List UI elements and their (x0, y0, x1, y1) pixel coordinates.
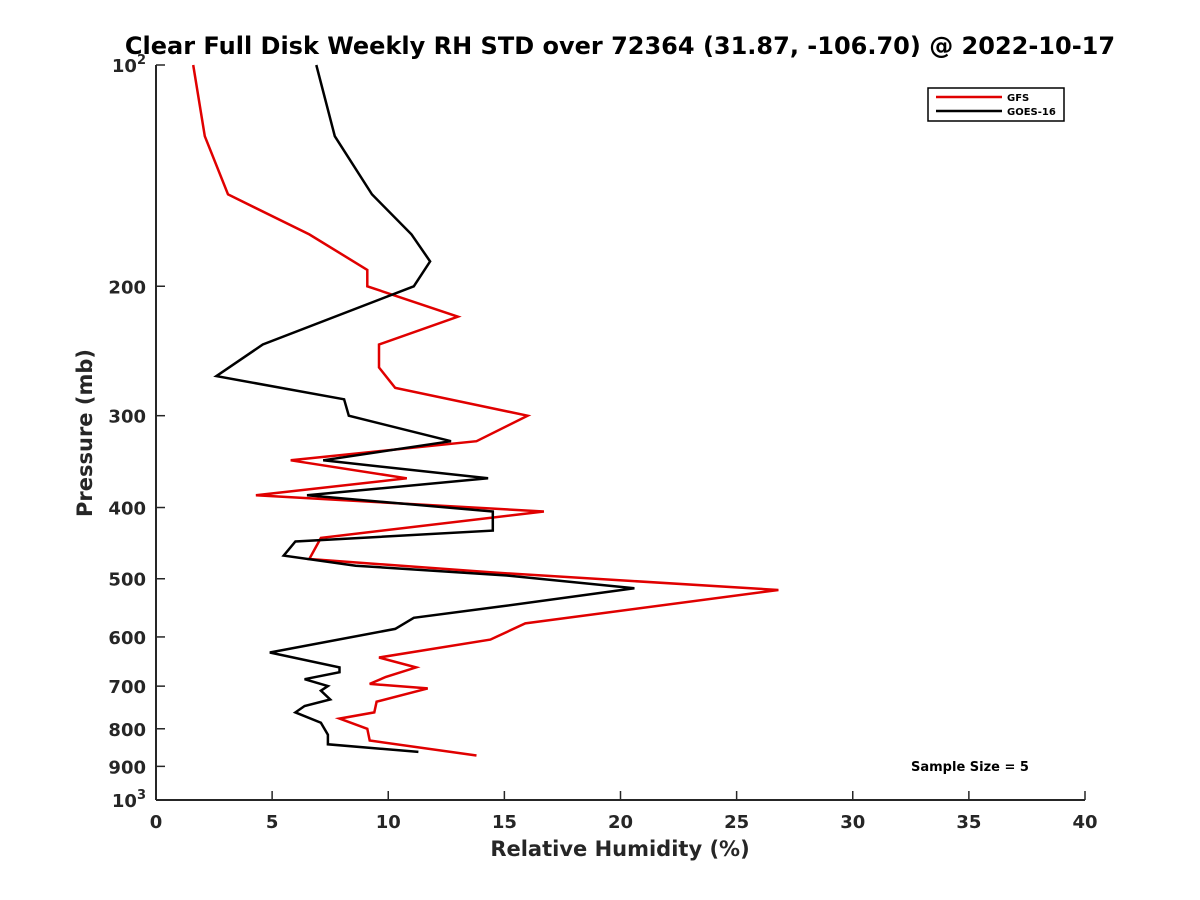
y-edge-tick-exponent: 3 (137, 788, 146, 803)
y-edge-tick-label: 103 (112, 788, 146, 812)
series-line-goes16 (213, 64, 635, 754)
x-tick-label: 35 (956, 812, 981, 833)
x-tick-label: 0 (150, 812, 163, 833)
legend-label-gfs: GFS (1007, 93, 1029, 104)
y-edge-tick-label: 102 (112, 53, 146, 77)
y-edge-tick-base: 10 (112, 791, 137, 812)
legend-label-goes16: GOES-16 (1007, 107, 1056, 118)
y-tick-label: 400 (108, 499, 146, 520)
y-tick-label: 800 (108, 720, 146, 741)
x-tick-label: 25 (724, 812, 749, 833)
y-axis-label: Pressure (mb) (73, 349, 97, 517)
x-tick-label: 30 (840, 812, 865, 833)
x-tick-label: 10 (376, 812, 401, 833)
x-axis-label: Relative Humidity (%) (490, 837, 749, 861)
y-tick-label: 600 (108, 628, 146, 649)
y-tick-label: 500 (108, 570, 146, 591)
y-tick-label: 200 (108, 277, 146, 298)
x-tick-label: 15 (492, 812, 517, 833)
sample-size-annotation: Sample Size = 5 (911, 760, 1029, 775)
y-edge-tick-exponent: 2 (137, 53, 146, 68)
legend-box (927, 87, 1065, 122)
series-lines (191, 64, 779, 757)
x-tick-label: 5 (266, 812, 279, 833)
y-tick-label: 900 (108, 757, 146, 778)
legend: GFS GOES-16 (927, 87, 1065, 122)
plot-area: 0 5 10 15 20 25 30 35 40 200 300 400 500 600 700 800 90… (108, 53, 1097, 833)
y-tick-label: 300 (108, 407, 146, 428)
x-tick-label: 20 (608, 812, 633, 833)
x-tick-label: 40 (1072, 812, 1097, 833)
x-axis-ticks: 0 5 10 15 20 25 30 35 40 (150, 791, 1098, 833)
series-line-gfs (191, 64, 779, 757)
y-tick-label: 700 (108, 677, 146, 698)
chart-title: Clear Full Disk Weekly RH STD over 72364… (125, 32, 1115, 60)
y-edge-tick-base: 10 (112, 56, 137, 77)
